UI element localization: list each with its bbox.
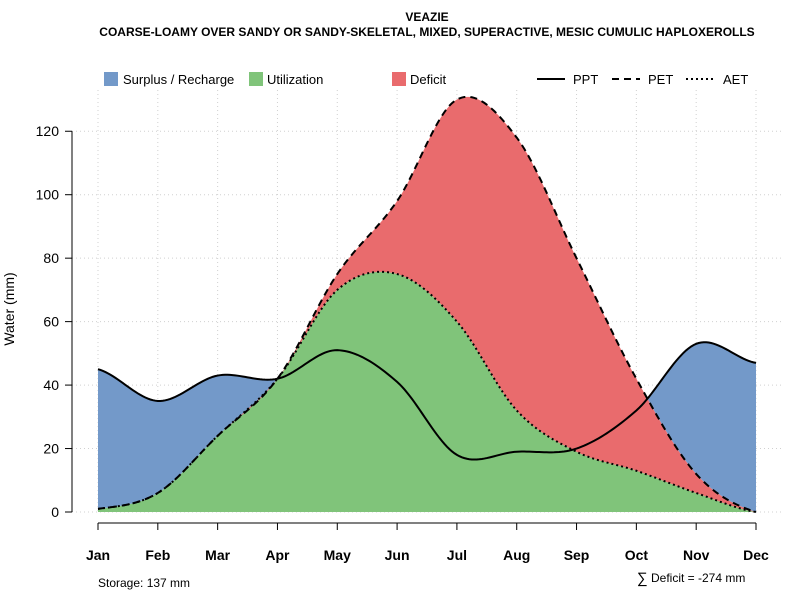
legend-label-ppt: PPT: [573, 72, 598, 87]
y-axis-label: Water (mm): [1, 272, 17, 345]
legend-swatch-utilization: [249, 72, 263, 86]
y-tick-label-0: 0: [51, 504, 59, 520]
sum-symbol: ∑: [637, 570, 648, 587]
area-fills: [98, 96, 756, 512]
chart-title: VEAZIE: [405, 10, 448, 24]
x-tick-label-apr: Apr: [265, 547, 290, 563]
area-utilization: [98, 271, 756, 512]
x-tick-label-aug: Aug: [503, 547, 530, 563]
x-tick-label-oct: Oct: [625, 547, 649, 563]
legend-label-utilization: Utilization: [267, 72, 323, 87]
y-tick-label-60: 60: [43, 314, 59, 330]
storage-note: Storage: 137 mm: [98, 576, 190, 590]
x-tick-label-nov: Nov: [683, 547, 710, 563]
line-ppt: [97, 341, 757, 461]
area-surplus-recharge: [98, 96, 756, 512]
legend-label-deficit: Deficit: [410, 72, 447, 87]
legend-label-pet: PET: [648, 72, 673, 87]
x-tick-label-may: May: [324, 547, 351, 563]
legend-swatch-surplus: [104, 72, 118, 86]
line-pet: [97, 95, 757, 513]
deficit-note: Deficit = -274 mm: [651, 571, 745, 585]
series-lines: [97, 95, 757, 513]
y-tick-label-40: 40: [43, 377, 59, 393]
x-tick-label-feb: Feb: [145, 547, 170, 563]
line-aet: [97, 270, 757, 513]
y-tick-label-120: 120: [36, 123, 60, 139]
legend-swatch-deficit: [392, 72, 406, 86]
x-tick-labels: Jan Feb Mar Apr May Jun Jul Aug Sep Oct Nov Dec: [86, 523, 769, 563]
x-tick-label-jun: Jun: [385, 547, 410, 563]
chart-subtitle: COARSE-LOAMY OVER SANDY OR SANDY-SKELETA…: [99, 25, 754, 39]
x-tick-label-mar: Mar: [205, 547, 230, 563]
y-tick-label-20: 20: [43, 441, 59, 457]
legend-label-surplus: Surplus / Recharge: [123, 72, 234, 87]
area-deficit: [98, 96, 756, 512]
x-tick-label-jul: Jul: [447, 547, 467, 563]
x-tick-label-jan: Jan: [86, 547, 110, 563]
y-tick-label-100: 100: [36, 187, 60, 203]
x-tick-label-dec: Dec: [743, 547, 769, 563]
y-tick-labels: 0 20 40 60 80 100 120: [36, 123, 72, 520]
legend-label-aet: AET: [723, 72, 748, 87]
y-tick-label-80: 80: [43, 250, 59, 266]
legend: Surplus / Recharge Utilization Deficit P…: [104, 72, 748, 87]
x-tick-label-sep: Sep: [564, 547, 590, 563]
